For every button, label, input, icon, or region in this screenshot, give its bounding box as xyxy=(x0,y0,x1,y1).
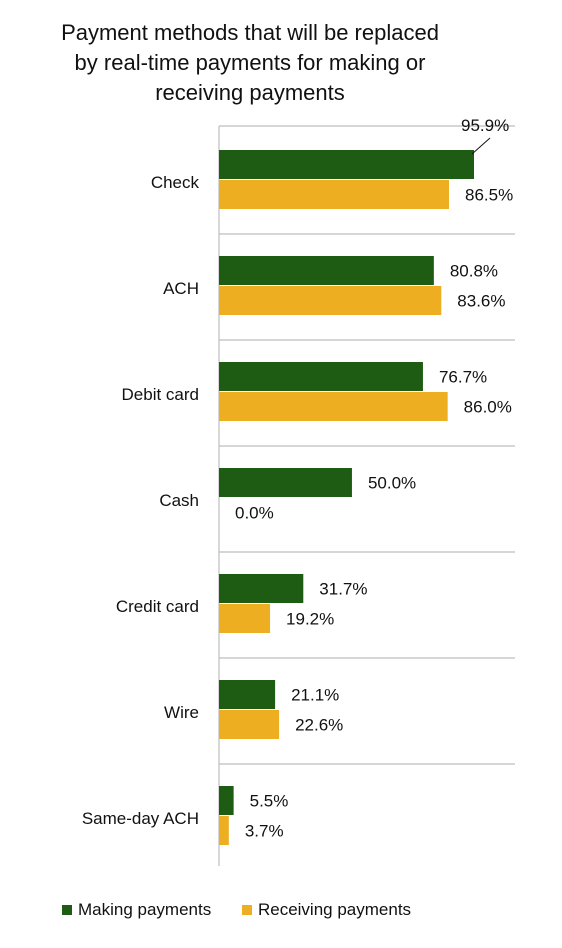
legend-swatch-making xyxy=(62,905,72,915)
data-label: 76.7% xyxy=(439,368,487,387)
data-label: 19.2% xyxy=(286,610,334,629)
chart-title: Payment methods that will be replaced by… xyxy=(0,18,500,108)
bar xyxy=(219,574,304,603)
data-label: 95.9% xyxy=(461,116,509,135)
legend: Making payments Receiving payments xyxy=(62,900,437,920)
data-label: 83.6% xyxy=(457,292,505,311)
data-label: 3.7% xyxy=(245,822,284,841)
bar xyxy=(219,362,423,391)
category-label: Credit card xyxy=(116,597,199,616)
bar xyxy=(219,392,448,421)
data-label: 80.8% xyxy=(450,262,498,281)
category-label: Cash xyxy=(159,491,199,510)
data-label: 86.0% xyxy=(464,398,512,417)
bar xyxy=(219,150,474,179)
legend-label-receiving: Receiving payments xyxy=(257,900,412,919)
category-label: Wire xyxy=(164,703,199,722)
legend-item-receiving: Receiving payments xyxy=(241,900,412,920)
category-label: Check xyxy=(151,173,200,192)
leader-line xyxy=(471,137,491,155)
chart-title-line-1: Payment methods that will be replaced xyxy=(61,20,439,45)
chart-title-line-2: by real-time payments for making or xyxy=(74,50,426,75)
data-label: 50.0% xyxy=(368,474,416,493)
bar xyxy=(219,468,352,497)
legend-swatch-receiving xyxy=(241,905,252,915)
bar xyxy=(219,604,271,633)
bar xyxy=(219,710,280,739)
legend-label-making: Making payments xyxy=(78,900,212,919)
bar xyxy=(219,180,450,209)
data-label: 0.0% xyxy=(235,504,274,523)
data-label: 22.6% xyxy=(295,716,343,735)
category-label: ACH xyxy=(163,279,199,298)
data-label: 5.5% xyxy=(250,792,289,811)
bar xyxy=(219,256,434,285)
data-label: 21.1% xyxy=(291,686,339,705)
bar xyxy=(219,786,234,815)
legend-item-making: Making payments xyxy=(62,900,211,920)
bar xyxy=(219,816,229,845)
data-label: 86.5% xyxy=(465,186,513,205)
bar xyxy=(219,286,442,315)
chart-title-line-3: receiving payments xyxy=(155,80,345,105)
data-label: 31.7% xyxy=(319,580,367,599)
category-label: Same-day ACH xyxy=(82,809,199,828)
bar xyxy=(219,680,276,709)
category-label: Debit card xyxy=(122,385,199,404)
